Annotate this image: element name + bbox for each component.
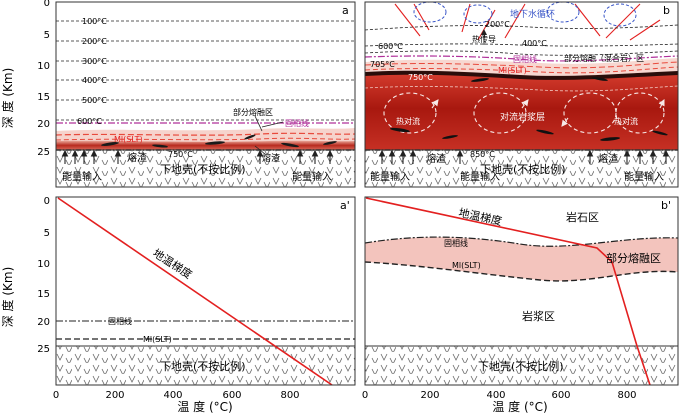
groundwater-label: 地下水循环 xyxy=(510,8,555,20)
ml-label: Ml(SLT) xyxy=(452,261,481,270)
isotherm-label: 400°C xyxy=(522,39,547,48)
magma-zone-label: 岩浆区 xyxy=(522,309,555,323)
temp-tick: 0 xyxy=(53,390,59,401)
lower-crust-label: 下地壳(不按比例) xyxy=(480,162,566,176)
energy-input-label: 能量输入 xyxy=(460,170,500,183)
lower-crust-label: 下地壳(不按比例) xyxy=(160,359,246,373)
depth-tick: 15 xyxy=(37,92,50,103)
energy-input-label: 能量输入 xyxy=(292,170,332,183)
depth-ticks-top: 0 5 10 15 20 25 xyxy=(37,0,50,158)
depth-tick: 25 xyxy=(37,147,50,158)
depth-tick: 0 xyxy=(44,0,50,9)
ml-label: Ml(SLT) xyxy=(498,66,527,75)
isotherm-label: 100°C xyxy=(82,17,107,26)
panel-a2-frame xyxy=(55,196,356,386)
panel-a-letter: a xyxy=(342,4,349,17)
rock-zone-label: 岩石区 xyxy=(566,210,599,224)
hot-convection-label: 热对流 xyxy=(396,116,420,126)
partial-melt-label: 部分熔融区 xyxy=(233,107,273,117)
energy-input-label: 能量输入 xyxy=(370,170,410,183)
panel-a2 xyxy=(56,197,355,386)
isotherm-label: 500°C xyxy=(82,96,107,105)
temp-tick: 200 xyxy=(105,390,124,401)
depth-tick: 15 xyxy=(37,289,50,300)
panel-b-labels: b 地下水循环 200°C 热传导 400°C 600°C 固相线 部分熔融（混… xyxy=(370,4,670,183)
temp-ticks-right: 0 200 400 600 800 xyxy=(362,390,637,401)
ml-label: Ml(SLT) xyxy=(114,135,143,144)
isotherm-label: 705°C xyxy=(370,60,395,69)
isotherm-label: 200°C xyxy=(485,20,510,29)
ml-label: Ml(SLT) xyxy=(143,335,172,344)
depth-tick: 20 xyxy=(37,119,50,130)
panel-b2-frame xyxy=(364,196,679,386)
solidus-label: 固相线 xyxy=(285,118,309,128)
solidus-label: 固相线 xyxy=(108,316,132,326)
temp-tick: 600 xyxy=(551,390,570,401)
temp-tick: 800 xyxy=(280,390,299,401)
isotherm-label: 850°C xyxy=(470,150,495,159)
energy-input-label: 能量输入 xyxy=(624,170,664,183)
solidus-label: 固相线 xyxy=(513,54,537,64)
panel-b-frame xyxy=(364,1,679,188)
panel-a-frame xyxy=(55,1,356,188)
depth-tick: 10 xyxy=(37,259,50,270)
slag-label: 熔渣 xyxy=(598,152,618,165)
temp-tick: 800 xyxy=(617,390,636,401)
panel-b2 xyxy=(364,197,679,386)
depth-axis-label-top: 深 度 (Km) xyxy=(0,68,15,129)
isotherm-label: 600°C xyxy=(77,117,102,126)
depth-ticks-bottom: 0 5 10 15 20 25 xyxy=(37,196,50,355)
isotherm-label: 750°C xyxy=(408,73,433,82)
panel-a2-letter: a' xyxy=(340,199,350,212)
isotherm-label: 600°C xyxy=(378,42,403,51)
panel-b-letter: b xyxy=(663,4,670,17)
depth-tick: 5 xyxy=(44,30,50,41)
slag-label: 熔渣 xyxy=(127,151,147,164)
partial-melt-label: 部分熔融（混合岩）区 xyxy=(564,53,644,63)
temp-axis-label-right: 温 度 (°C) xyxy=(492,399,547,413)
temp-tick: 600 xyxy=(222,390,241,401)
temp-ticks-left: 0 200 400 600 800 xyxy=(53,390,300,401)
energy-input-label: 能量输入 xyxy=(62,170,102,183)
isotherm-label: 750°C xyxy=(168,150,193,159)
panel-a xyxy=(56,2,355,187)
temp-tick: 200 xyxy=(420,390,439,401)
solidus-label: 固相线 xyxy=(444,238,468,248)
hot-convection-label: 热对流 xyxy=(614,116,638,126)
panel-a-labels: a 100°C 200°C 300°C 400°C 500°C 600°C 部分… xyxy=(62,4,349,183)
depth-tick: 20 xyxy=(37,317,50,328)
lower-crust-label: 下地壳(不按比例) xyxy=(160,162,246,176)
temp-axis-label-left: 温 度 (°C) xyxy=(177,399,232,413)
panel-b2-letter: b' xyxy=(661,199,671,212)
temp-tick: 400 xyxy=(486,390,505,401)
partial-melt-label: 部分熔融区 xyxy=(606,251,661,265)
panel-b xyxy=(365,2,678,187)
isotherm-label: 200°C xyxy=(82,37,107,46)
isotherm-label: 400°C xyxy=(82,76,107,85)
temp-tick: 400 xyxy=(163,390,182,401)
lower-crust-label: 下地壳(不按比例) xyxy=(478,359,564,373)
depth-axis-label-bottom: 深 度 (Km) xyxy=(0,267,15,328)
slag-label: 熔渣 xyxy=(262,152,280,164)
depth-tick: 0 xyxy=(44,196,50,207)
convective-magma-label: 对流岩浆层 xyxy=(500,111,545,123)
depth-tick: 10 xyxy=(37,61,50,72)
depth-tick: 5 xyxy=(44,228,50,239)
slag-label: 熔渣 xyxy=(426,152,446,165)
isotherm-label: 300°C xyxy=(82,57,107,66)
temp-tick: 0 xyxy=(362,390,368,401)
heat-conduction-label: 热传导 xyxy=(472,34,496,44)
depth-tick: 25 xyxy=(37,344,50,355)
